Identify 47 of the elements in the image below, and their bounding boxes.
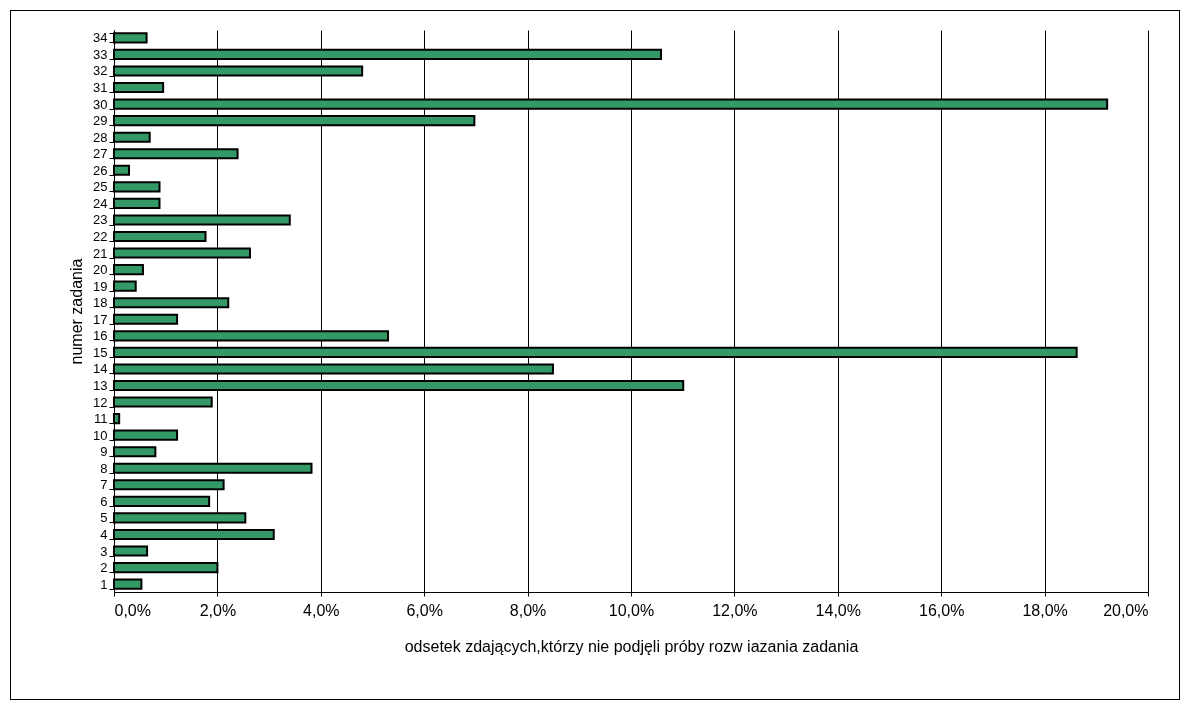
y-tick-label: 8 bbox=[100, 460, 108, 476]
y-tick-label: 29 bbox=[93, 113, 108, 129]
y-tick-label: 31 bbox=[93, 80, 108, 96]
x-tick-label: 8,0% bbox=[509, 601, 547, 619]
y-tick-label: 1 bbox=[100, 576, 108, 592]
y-tick-label: 20 bbox=[93, 262, 108, 278]
y-tick-label: 13 bbox=[93, 377, 108, 393]
y-tick-label: 28 bbox=[93, 129, 108, 145]
y-tick-label: 19 bbox=[93, 278, 108, 294]
y-tick-label: 33 bbox=[93, 46, 108, 62]
y-tick-label: 32 bbox=[93, 63, 108, 79]
y-tick-label: 27 bbox=[93, 146, 108, 162]
y-tick-label: 11 bbox=[94, 411, 108, 427]
y-tick-label: 21 bbox=[93, 245, 108, 261]
x-tick-label: 12,0% bbox=[712, 601, 758, 619]
y-tick-label: 26 bbox=[93, 162, 108, 178]
x-tick-label: 20,0% bbox=[1103, 601, 1149, 619]
x-tick-label: 2,0% bbox=[199, 601, 237, 619]
y-tick-label: 16 bbox=[93, 328, 108, 344]
y-tick-label: 2 bbox=[100, 560, 108, 576]
y-tick-label: 10 bbox=[93, 427, 108, 443]
y-tick-label: 3 bbox=[100, 543, 108, 559]
y-tick-label: 34 bbox=[93, 30, 108, 46]
y-tick-label: 7 bbox=[100, 477, 108, 493]
y-tick-label: 18 bbox=[93, 295, 108, 311]
x-tick-label: 4,0% bbox=[303, 601, 340, 619]
y-tick-label: 17 bbox=[93, 311, 108, 327]
x-tick-label: 14,0% bbox=[815, 601, 861, 619]
y-tick-label: 23 bbox=[93, 212, 108, 228]
y-tick-label: 24 bbox=[93, 195, 108, 211]
y-tick-label: 15 bbox=[93, 344, 108, 360]
y-tick-label: 14 bbox=[93, 361, 108, 377]
x-tick-label: 18,0% bbox=[1022, 601, 1068, 619]
y-tick-label: 9 bbox=[100, 444, 108, 460]
x-tick-label: 6,0% bbox=[406, 601, 443, 619]
y-tick-label: 25 bbox=[93, 179, 108, 195]
y-tick-label: 4 bbox=[100, 526, 108, 542]
y-tick-label: 22 bbox=[93, 229, 108, 245]
y-tick-label: 6 bbox=[100, 493, 108, 509]
x-tick-label: 16,0% bbox=[919, 601, 965, 619]
y-tick-label: 5 bbox=[100, 510, 108, 526]
x-axis-title: odsetek zdających,którzy nie podjęli próby rozw iazania zadania bbox=[404, 637, 859, 655]
y-axis-title: numer zadania bbox=[68, 258, 86, 365]
y-tick-label: 12 bbox=[93, 394, 108, 410]
y-tick-label: 30 bbox=[93, 96, 108, 112]
x-tick-label: 10,0% bbox=[608, 601, 655, 619]
x-tick-label: 0,0% bbox=[114, 601, 151, 619]
